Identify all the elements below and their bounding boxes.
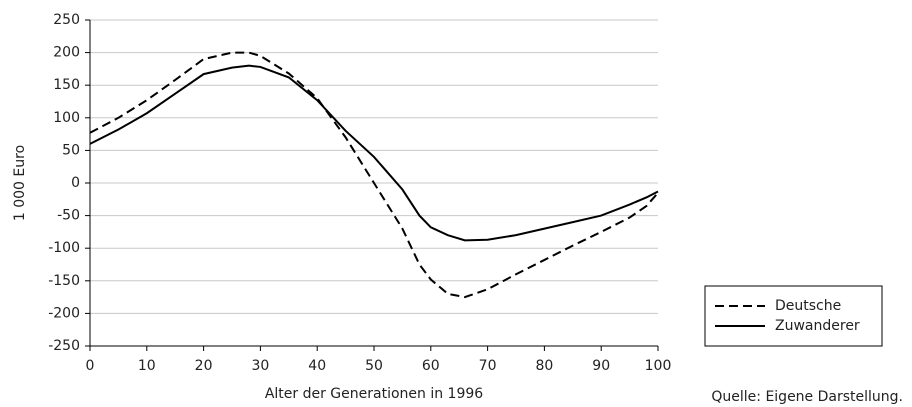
y-axis-label: 1 000 Euro bbox=[12, 145, 28, 221]
y-tick-label: 200 bbox=[53, 45, 80, 61]
x-tick-label: 40 bbox=[308, 358, 326, 374]
y-tick-label: -100 bbox=[48, 240, 80, 256]
y-tick-label: 150 bbox=[53, 77, 80, 93]
x-tick-label: 30 bbox=[251, 358, 269, 374]
series-line bbox=[89, 64, 659, 242]
y-tick-label: -250 bbox=[48, 338, 80, 354]
x-tick-label: 50 bbox=[365, 358, 383, 374]
source-note: Quelle: Eigene Darstellung. bbox=[711, 389, 903, 405]
y-tick-label: -150 bbox=[48, 273, 80, 289]
x-tick-label: 60 bbox=[422, 358, 440, 374]
y-tick-label: 50 bbox=[62, 142, 80, 158]
x-tick-label: 90 bbox=[592, 358, 610, 374]
y-tick-label: -50 bbox=[57, 208, 80, 224]
x-tick-label: 100 bbox=[645, 358, 672, 374]
x-tick-label: 20 bbox=[195, 358, 213, 374]
y-tick-label: 0 bbox=[71, 175, 80, 191]
y-tick-label: 250 bbox=[53, 12, 80, 28]
x-tick-label: 70 bbox=[479, 358, 497, 374]
legend-box bbox=[704, 285, 883, 347]
series-line bbox=[89, 51, 659, 299]
x-tick-label: 0 bbox=[86, 358, 95, 374]
legend-label: Zuwanderer bbox=[775, 318, 860, 334]
y-tick-label: 100 bbox=[53, 110, 80, 126]
y-tick-label: -200 bbox=[48, 305, 80, 321]
legend-label: Deutsche bbox=[775, 298, 841, 314]
x-tick-label: 10 bbox=[138, 358, 156, 374]
x-tick-label: 80 bbox=[535, 358, 553, 374]
x-axis-label: Alter der Generationen in 1996 bbox=[265, 386, 483, 402]
